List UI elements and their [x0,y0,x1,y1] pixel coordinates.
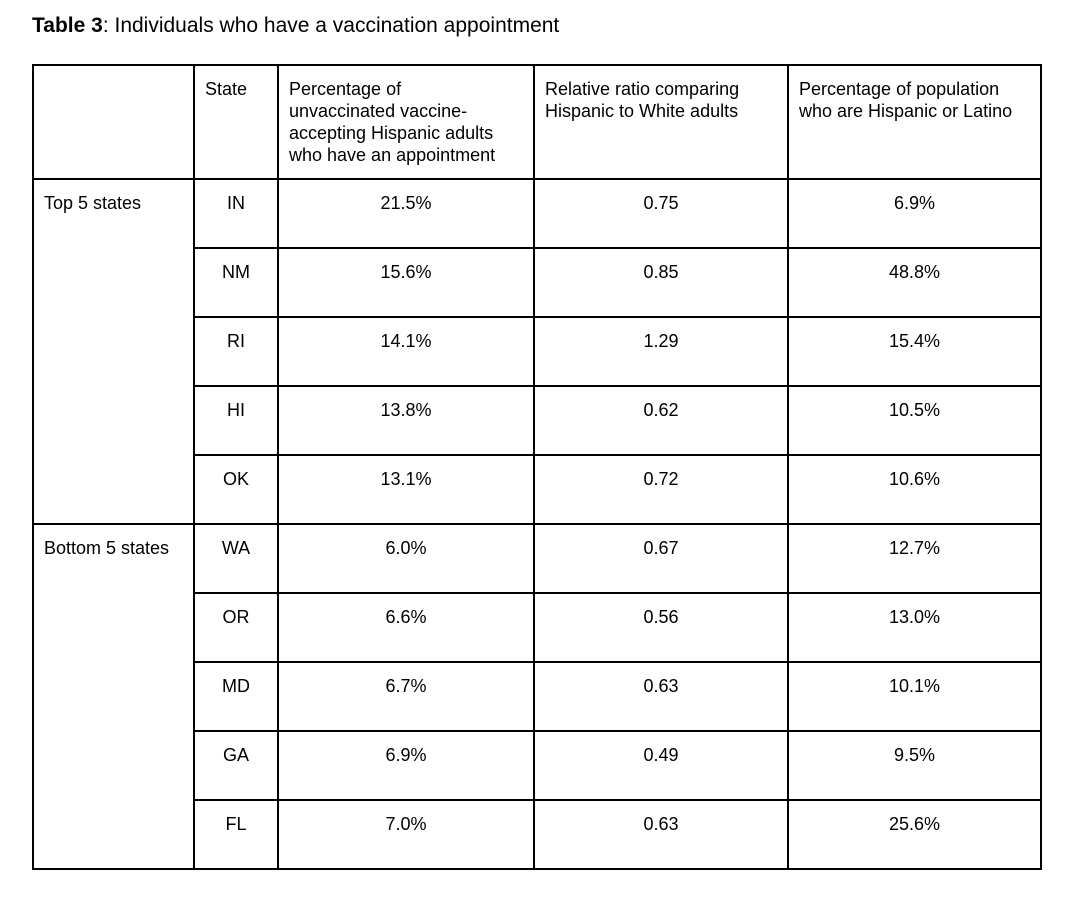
cell-pct-hispanic: 10.6% [787,454,1042,525]
cell-pct-appointment: 6.9% [277,730,535,801]
cell-pct-appointment: 13.8% [277,385,535,456]
table-row: OR 6.6% 0.56 13.0% [33,592,1042,663]
cell-relative-ratio: 0.63 [533,661,789,732]
cell-relative-ratio: 0.85 [533,247,789,318]
cell-state: RI [193,316,279,387]
cell-state: OR [193,592,279,663]
table-row: MD 6.7% 0.63 10.1% [33,661,1042,732]
cell-state: WA [193,523,279,594]
table-row: HI 13.8% 0.62 10.5% [33,385,1042,456]
table-row: NM 15.6% 0.85 48.8% [33,247,1042,318]
cell-state: HI [193,385,279,456]
cell-pct-hispanic: 9.5% [787,730,1042,801]
cell-state: OK [193,454,279,525]
cell-pct-hispanic: 10.1% [787,661,1042,732]
cell-state: GA [193,730,279,801]
table-row: OK 13.1% 0.72 10.6% [33,454,1042,525]
table-caption: Table 3: Individuals who have a vaccinat… [32,13,1040,39]
cell-pct-hispanic: 12.7% [787,523,1042,594]
header-corner-cell [32,64,195,180]
header-pct-appointment: Percentage of unvaccinated vaccine-accep… [277,64,535,180]
cell-pct-hispanic: 6.9% [787,178,1042,249]
cell-relative-ratio: 0.56 [533,592,789,663]
cell-pct-appointment: 15.6% [277,247,535,318]
cell-relative-ratio: 0.49 [533,730,789,801]
cell-pct-hispanic: 15.4% [787,316,1042,387]
cell-pct-appointment: 6.6% [277,592,535,663]
cell-pct-appointment: 13.1% [277,454,535,525]
cell-relative-ratio: 1.29 [533,316,789,387]
header-state: State [193,64,279,180]
cell-state: IN [193,178,279,249]
cell-relative-ratio: 0.75 [533,178,789,249]
row-group-label-top5: Top 5 states [32,178,195,525]
cell-pct-hispanic: 10.5% [787,385,1042,456]
row-group-label-bottom5: Bottom 5 states [32,523,195,870]
cell-pct-hispanic: 48.8% [787,247,1042,318]
header-pct-hispanic: Percentage of population who are Hispani… [787,64,1042,180]
cell-relative-ratio: 0.63 [533,799,789,870]
header-relative-ratio: Relative ratio comparing Hispanic to Whi… [533,64,789,180]
cell-relative-ratio: 0.72 [533,454,789,525]
cell-pct-appointment: 6.0% [277,523,535,594]
table-row: RI 14.1% 1.29 15.4% [33,316,1042,387]
cell-state: NM [193,247,279,318]
cell-pct-appointment: 6.7% [277,661,535,732]
cell-pct-appointment: 14.1% [277,316,535,387]
table-caption-label: Table 3 [32,14,103,37]
cell-pct-appointment: 21.5% [277,178,535,249]
table-row: FL 7.0% 0.63 25.6% [33,799,1042,870]
cell-pct-hispanic: 25.6% [787,799,1042,870]
table-row: GA 6.9% 0.49 9.5% [33,730,1042,801]
header-pct-appointment-text: Percentage of unvaccinated vaccine-accep… [289,79,496,165]
cell-relative-ratio: 0.62 [533,385,789,456]
cell-pct-appointment: 7.0% [277,799,535,870]
cell-relative-ratio: 0.67 [533,523,789,594]
cell-state: FL [193,799,279,870]
page: Table 3: Individuals who have a vaccinat… [32,13,1042,870]
table-row: Bottom 5 states WA 6.0% 0.67 12.7% [32,523,1042,870]
cell-state: MD [193,661,279,732]
vaccination-appointment-table: State Percentage of unvaccinated vaccine… [32,64,1042,870]
table-header-row: State Percentage of unvaccinated vaccine… [32,64,1042,180]
table-caption-text: : Individuals who have a vaccination app… [102,14,560,37]
table-row: Top 5 states IN 21.5% 0.75 6.9% [32,178,1042,525]
cell-pct-hispanic: 13.0% [787,592,1042,663]
